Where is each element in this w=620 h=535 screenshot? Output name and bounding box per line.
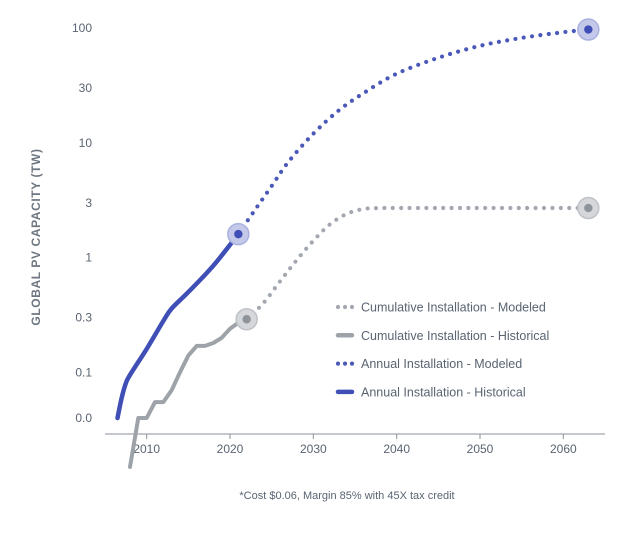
- y-tick-label-0: 0.0: [75, 411, 92, 425]
- x-axis-ticks: 2010 2020 2030 2040 2050 2060: [133, 434, 577, 456]
- highlight-marker-annual-installation-historical: [227, 222, 250, 246]
- x-tick-label-5: 2060: [550, 442, 577, 456]
- x-tick-label-3: 2040: [383, 442, 410, 456]
- series-line-annual-installation-modeled: [236, 27, 591, 237]
- legend-item-cumulative-installation-historical: Cumulative Installation - Historical: [335, 329, 549, 343]
- y-tick-label-2: 0.3: [75, 311, 92, 325]
- legend-item-cumulative-installation-modeled: Cumulative Installation - Modeled: [335, 301, 546, 315]
- highlight-marker-annual-installation-modeled: [577, 18, 600, 41]
- legend-label: Cumulative Installation - Historical: [361, 329, 549, 343]
- y-tick-label-5: 10: [79, 136, 93, 150]
- y-axis-label: GLOBAL PV CAPACITY (TW): [29, 148, 43, 325]
- series-line-cumulative-installation-historical: [128, 317, 249, 469]
- y-tick-label-7: 100: [72, 21, 92, 35]
- footnote: *Cost $0.06, Margin 85% with 45X tax cre…: [239, 490, 454, 502]
- highlight-marker-cumulative-installation-modeled: [577, 196, 600, 220]
- legend-label: Annual Installation - Modeled: [361, 357, 522, 371]
- x-tick-label-1: 2020: [217, 442, 244, 456]
- y-tick-label-1: 0.1: [75, 365, 92, 379]
- legend-item-annual-installation-modeled: Annual Installation - Modeled: [335, 357, 522, 371]
- x-tick-label-4: 2050: [467, 442, 494, 456]
- x-tick-label-2: 2030: [300, 442, 327, 456]
- legend-item-annual-installation-historical: Annual Installation - Historical: [335, 385, 526, 399]
- series-line-cumulative-installation-modeled: [244, 205, 591, 322]
- y-axis-ticks: 0.0 0.1 0.3 1 3 10 30 100: [72, 21, 92, 425]
- series-line-annual-installation-historical: [115, 231, 241, 421]
- y-tick-label-3: 1: [85, 251, 92, 265]
- x-tick-label-0: 2010: [133, 442, 160, 456]
- y-tick-label-4: 3: [85, 196, 92, 210]
- highlight-marker-cumulative-installation-historical: [235, 308, 258, 331]
- y-tick-label-6: 30: [79, 81, 93, 95]
- legend-label: Cumulative Installation - Modeled: [361, 301, 546, 315]
- legend: Cumulative Installation - Modeled Cumulat…: [335, 301, 549, 399]
- series-layer: [115, 18, 600, 469]
- legend-label: Annual Installation - Historical: [361, 385, 526, 399]
